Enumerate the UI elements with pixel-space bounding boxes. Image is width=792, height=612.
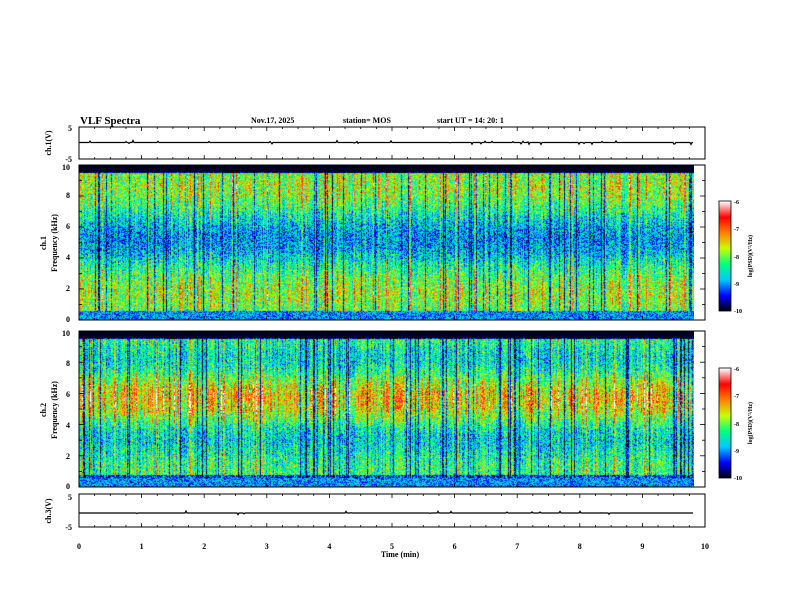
ch1-waveform-trace [79,139,693,146]
ch1-cbar-tick: -8 [734,255,739,261]
xtick-label: 4 [327,542,331,551]
ch1-ytick-label: 0 [66,315,70,324]
xtick-label: 3 [265,542,269,551]
ch2-channel-label: ch.2 [39,403,48,417]
date-label: Nov.17, 2025 [251,116,294,125]
ch2-ytick-label: 6 [66,390,70,399]
ch1-channel-label: ch.1 [39,236,48,250]
ch2-frequency-label: Frequency (kHz) [50,381,59,439]
ch2-cbar-tick: -7 [734,394,739,400]
xtick-label: 7 [515,542,519,551]
ch1-cbar-tick: -6 [734,200,739,206]
axis-tick-marks [78,127,706,527]
ch1-spectrogram-image [79,165,694,320]
ch1-cbar-tick: -10 [734,309,742,315]
ch2-ytick-label: 2 [66,452,70,461]
ch1-waveform-ylabel: ch.1(V) [44,130,53,155]
xtick-label: 10 [701,542,709,551]
ch2-colorbar-frame [718,367,732,479]
time-axis-label: Time (min) [381,550,420,559]
ch2-cbar-tick: -6 [734,367,739,373]
ch2-ytick-label: 10 [62,329,70,338]
ch3-waveform-frame [78,493,706,528]
ch1-cbar-tick: -7 [734,227,739,233]
xtick-label: 5 [390,542,394,551]
ch1-ytick-label: 6 [66,222,70,231]
ch1-frequency-label: Frequency (kHz) [50,214,59,272]
xtick-label: 6 [453,542,457,551]
ch3-waveform-trace [79,509,693,516]
ch2-ytick-label: 0 [66,482,70,491]
ch1-colorbar-image [719,201,731,311]
ch3-waveform-panel: 5 -5 ch.3(V) [44,493,706,532]
ch1-ytick-top: 5 [68,124,72,133]
ch1-cbar-tick: -9 [734,282,739,288]
ch2-cbar-tick: -8 [734,422,739,428]
figure-title: VLF Spectra [80,115,141,127]
ch2-cbar-tick: -10 [734,476,742,482]
ch3-ytick-top: 5 [68,493,72,502]
xtick-label: 1 [140,542,144,551]
ch1-ytick-label: 10 [62,163,70,172]
station-label: station= MOS [343,116,391,125]
spectrogram-layer [79,165,731,487]
xtick-label: 9 [640,542,644,551]
ch2-spectrogram-image [79,331,694,487]
ch2-cbar-tick: -9 [734,449,739,455]
xtick-label: 2 [202,542,206,551]
ch1-colorbar-frame [718,200,732,312]
ch1-ytick-label: 2 [66,284,70,293]
ch1-ytick-label: 8 [66,191,70,200]
ch1-colorbar-label: log(PSD)(V²/Hz) [747,235,754,277]
ch1-waveform-panel: 5 -5 ch.1(V) [44,124,706,164]
ch2-ytick-label: 4 [66,421,70,430]
ch2-colorbar-label: log(PSD)(V²/Hz) [747,402,754,444]
xtick-label: 8 [578,542,582,551]
time-axis: 0 1 2 3 4 5 6 7 8 9 10 Time (min) [77,542,709,559]
ch3-ytick-bottom: -5 [65,523,72,532]
ch1-yticks: 0 2 4 6 8 10 [62,163,70,324]
ch3-waveform-ylabel: ch.3(V) [44,498,53,523]
ch2-ytick-label: 8 [66,359,70,368]
ch2-colorbar-image [719,368,731,478]
xtick-label: 0 [77,542,81,551]
ch1-ytick-bottom: -5 [65,155,72,164]
ch2-yticks: 0 2 4 6 8 10 [62,329,70,491]
start-ut-label: start UT = 14: 20: 1 [437,116,504,125]
ch1-ytick-label: 4 [66,253,70,262]
